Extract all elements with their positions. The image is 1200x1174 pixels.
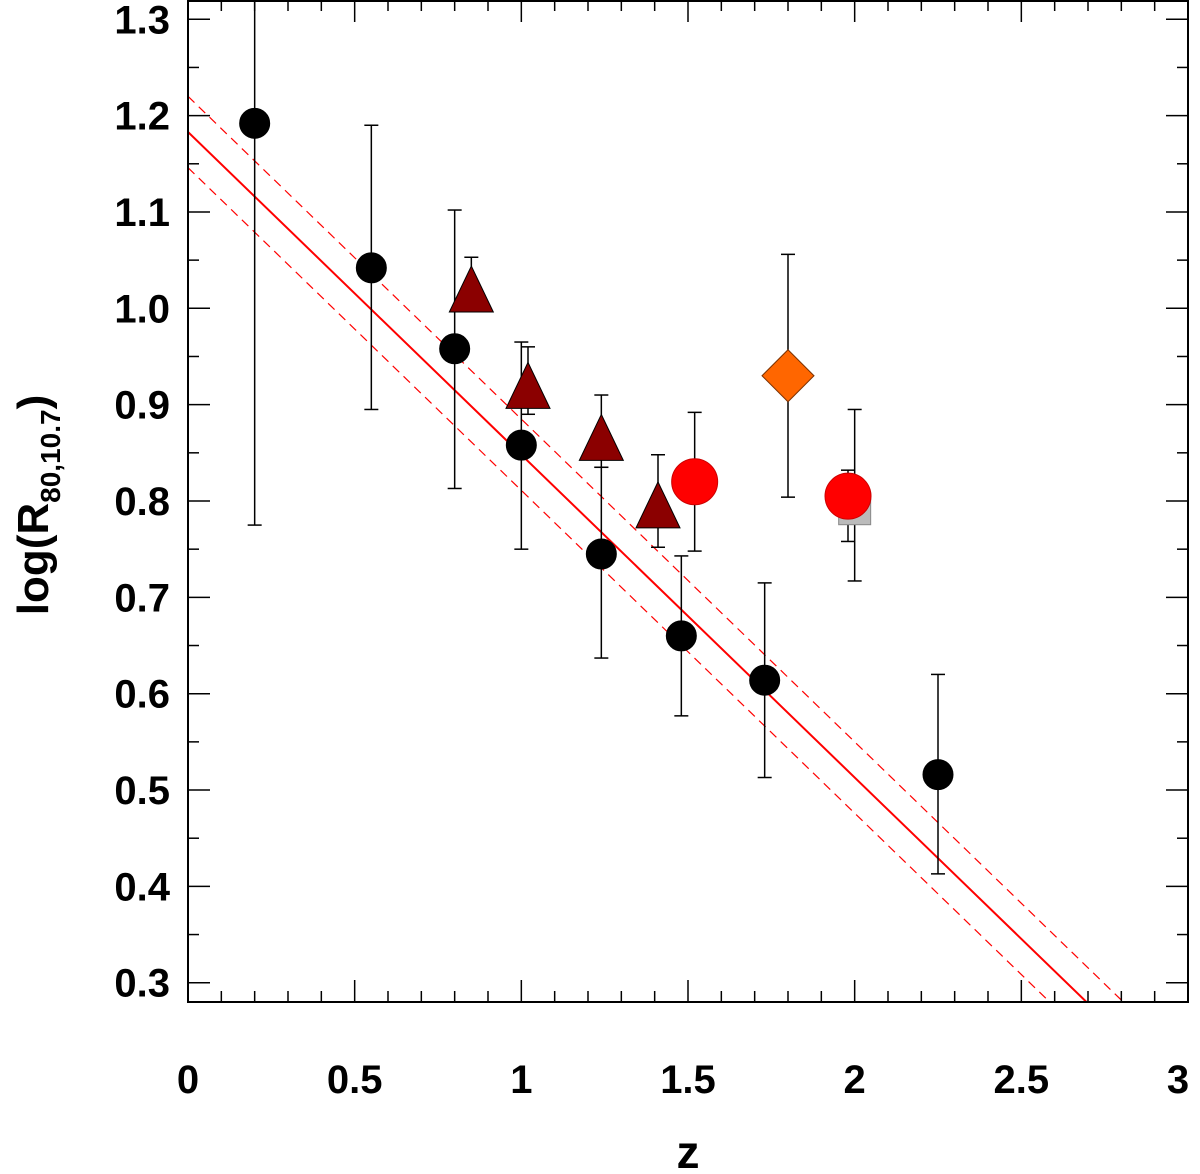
y-tick-label: 0.8 [114, 480, 170, 524]
data-point-black-circle [439, 333, 471, 365]
y-tick-label: 0.6 [114, 673, 170, 717]
y-axis-title: log(R80,10.7) [9, 395, 66, 615]
x-tick-label: 0.5 [327, 1058, 383, 1102]
data-point-black-circle [585, 538, 617, 570]
y-axis-title-main: log(R [9, 503, 58, 615]
y-tick-label: 0.4 [114, 865, 170, 909]
x-tick-label: 3 [1167, 1058, 1189, 1102]
y-tick-label: 0.9 [114, 384, 170, 428]
data-point-black-circle [505, 429, 537, 461]
x-tick-label: 2 [844, 1058, 866, 1102]
tick-labels: 0 0.5 1 1.5 2 2.5 3 0.3 0.4 0.5 0.6 0.7 0.8 0.9 1.0 1.1… [114, 0, 1189, 1102]
data-point-triangle [448, 264, 495, 313]
y-axis-title-subscript: 80,10.7 [35, 409, 66, 502]
data-point-diamond [761, 349, 815, 403]
fit-line [188, 131, 1088, 1002]
data-point-black-circle [239, 107, 271, 139]
y-tick-label: 0.5 [114, 769, 170, 813]
data-point-red-circle [824, 472, 872, 520]
y-tick-label: 1.2 [114, 95, 170, 139]
data-point-triangle [505, 361, 551, 409]
y-tick-label: 0.7 [114, 576, 170, 620]
x-tick-label: 1 [510, 1058, 532, 1102]
data-point-triangle [635, 480, 681, 529]
data-markers [239, 107, 954, 791]
data-point-black-circle [665, 620, 697, 652]
y-tick-label: 1.1 [114, 191, 170, 235]
data-point-black-circle [355, 252, 387, 284]
y-tick-label: 0.3 [114, 962, 170, 1006]
fit-band-lower [188, 167, 1051, 1002]
axes [187, 0, 1189, 1003]
data-point-red-circle [671, 458, 719, 506]
x-tick-label: 0 [177, 1058, 199, 1102]
fit-lines [188, 95, 1125, 1002]
y-tick-label: 1.0 [114, 287, 170, 331]
data-point-triangle [578, 413, 625, 461]
y-axis-title-close: ) [9, 395, 58, 410]
data-point-black-circle [749, 664, 781, 696]
x-tick-label: 1.5 [660, 1058, 716, 1102]
x-tick-label: 2.5 [994, 1058, 1050, 1102]
data-point-black-circle [922, 759, 954, 791]
y-tick-label: 1.3 [114, 0, 170, 42]
x-axis-title: z [677, 1126, 700, 1174]
fit-band-upper [188, 95, 1125, 1002]
